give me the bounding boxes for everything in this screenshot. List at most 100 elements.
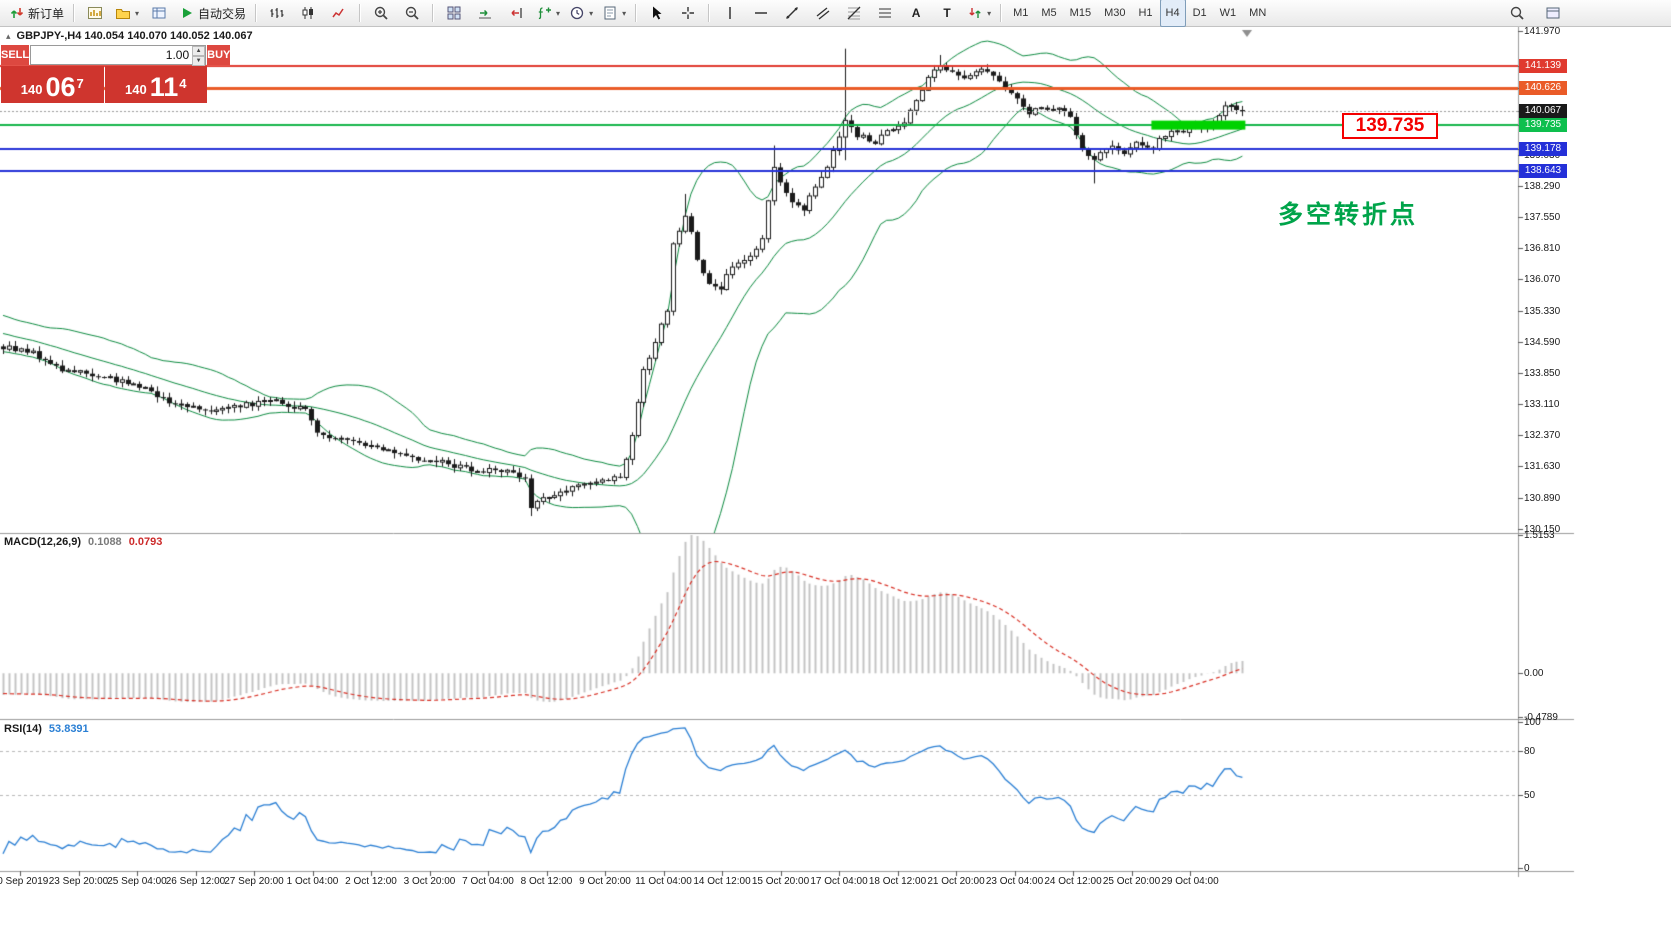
buy-price-pips: 11: [149, 72, 179, 102]
chart-canvas[interactable]: [0, 27, 1671, 951]
indicators-button[interactable]: ▾: [532, 1, 564, 25]
crosshair-icon: [682, 7, 695, 19]
line-chart-button[interactable]: [324, 1, 354, 25]
text-button[interactable]: A: [901, 1, 931, 25]
tile-windows-button[interactable]: [439, 1, 469, 25]
autotrading-button[interactable]: 自动交易: [175, 1, 250, 25]
tile-windows-icon: [447, 6, 461, 20]
timeframe-h4-button[interactable]: H4: [1159, 0, 1186, 27]
sell-button[interactable]: SELL: [1, 45, 30, 65]
new-order-icon: [10, 8, 24, 18]
turning-point-note[interactable]: 多空转折点: [1278, 201, 1419, 229]
price-axis-tag: 139.178: [1519, 142, 1567, 156]
magnifier-icon: [1510, 6, 1524, 20]
bars-icon: [270, 8, 284, 18]
toolbar-button-label: 自动交易: [198, 6, 247, 21]
time-axis-label: 20 Sep 2019: [0, 876, 49, 887]
volume-spinner: ▲ ▼: [192, 46, 206, 66]
time-axis-label: 23 Oct 04:00: [985, 876, 1044, 887]
cursor-button[interactable]: [642, 1, 672, 25]
timeframe-m15-button[interactable]: M15: [1069, 7, 1092, 19]
data-panel-button[interactable]: [1538, 1, 1568, 25]
bar-chart-button[interactable]: [262, 1, 292, 25]
buy-price-fraction: 4: [179, 76, 187, 91]
symbol-ohlc-text: GBPJPY-,H4 140.054 140.070 140.052 140.0…: [16, 30, 253, 42]
price-axis-label: 131.630: [1524, 461, 1561, 472]
time-axis-label: 9 Oct 20:00: [579, 876, 631, 887]
zoom-in-button[interactable]: [366, 1, 396, 25]
price-annotation-box[interactable]: 139.735: [1342, 113, 1438, 139]
glyph-icon: A: [911, 6, 921, 20]
multi-lines-icon: [879, 8, 892, 18]
time-axis-label: 7 Oct 04:00: [462, 876, 514, 887]
vertical-line-button[interactable]: [715, 1, 745, 25]
timeframe-w1-button[interactable]: W1: [1219, 7, 1237, 19]
volume-up-button[interactable]: ▲: [192, 46, 206, 56]
volume-input[interactable]: [31, 46, 193, 64]
timeframe-m5-button[interactable]: M5: [1041, 7, 1057, 19]
macd-axis-label: -0.4789: [1524, 712, 1558, 723]
data-window-icon: [152, 7, 166, 19]
profiles-icon: [116, 9, 131, 19]
charts-window-button[interactable]: [80, 1, 110, 25]
candlestick-chart-button[interactable]: [293, 1, 323, 25]
time-axis-label: 14 Oct 12:00: [693, 876, 751, 887]
auto-scroll-button[interactable]: [470, 1, 500, 25]
price-axis-label: 130.890: [1524, 493, 1561, 504]
chart-shift-button[interactable]: [501, 1, 531, 25]
volume-down-button[interactable]: ▼: [192, 56, 206, 66]
dropdown-caret-icon[interactable]: ▾: [987, 8, 992, 18]
volume-box: ▲ ▼: [30, 45, 207, 66]
rsi-axis-label: 80: [1524, 746, 1536, 757]
toolbar-separator: [359, 4, 362, 22]
channel-icon: [816, 7, 830, 20]
glyph-icon: T: [943, 6, 951, 20]
clock-icon: [570, 6, 584, 20]
arrows-button[interactable]: ▾: [963, 1, 995, 25]
macd-axis-label: 0.00: [1524, 668, 1544, 679]
buy-price-button[interactable]: 140 11 4: [104, 66, 207, 103]
time-axis-label: 18 Oct 12:00: [868, 876, 927, 887]
new-order-button[interactable]: 新订单: [5, 1, 68, 25]
time-axis-label: 1 Oct 04:00: [286, 876, 339, 887]
dropdown-caret-icon[interactable]: ▾: [622, 8, 627, 18]
chart-collapse-icon[interactable]: ▴: [6, 30, 11, 41]
rsi-axis-label: 100: [1524, 717, 1541, 728]
buy-button[interactable]: BUY: [207, 45, 231, 65]
timeframe-h1-button[interactable]: H1: [1138, 7, 1153, 19]
trendline-button[interactable]: [777, 1, 807, 25]
fibonacci-button[interactable]: [839, 1, 869, 25]
text-label-button[interactable]: T: [932, 1, 962, 25]
timeframe-m1-button[interactable]: M1: [1013, 7, 1029, 19]
data-window-button[interactable]: [144, 1, 174, 25]
timeframe-m30-button[interactable]: M30: [1104, 7, 1126, 19]
periods-button[interactable]: ▾: [565, 1, 597, 25]
zoom-out-icon: [405, 6, 419, 20]
zoom-out-button[interactable]: [397, 1, 427, 25]
hline-icon: [755, 12, 768, 14]
search-button[interactable]: [1502, 1, 1532, 25]
profiles-button[interactable]: ▾: [111, 1, 143, 25]
price-axis-label: 134.590: [1524, 337, 1561, 348]
horizontal-line-button[interactable]: [746, 1, 776, 25]
dropdown-caret-icon[interactable]: ▾: [556, 8, 561, 18]
timeframe-d1-button[interactable]: D1: [1192, 7, 1207, 19]
time-axis-label: 25 Oct 20:00: [1102, 876, 1161, 887]
chart-window-icon: [88, 7, 103, 19]
toolbar-separator: [1000, 4, 1003, 22]
timeframe-mn-button[interactable]: MN: [1249, 7, 1267, 19]
price-axis-tag: 140.067: [1519, 104, 1567, 118]
time-axis-label: 27 Sep 20:00: [224, 876, 284, 887]
price-axis-label: 136.070: [1524, 274, 1561, 285]
andrews-pitchfork-button[interactable]: [870, 1, 900, 25]
zoom-in-icon: [374, 6, 388, 20]
sell-price-button[interactable]: 140 06 7: [1, 66, 104, 103]
dropdown-caret-icon[interactable]: ▾: [589, 8, 594, 18]
time-axis-label: 25 Sep 04:00: [107, 876, 167, 887]
templates-button[interactable]: ▾: [598, 1, 630, 25]
equidistant-channel-button[interactable]: [808, 1, 838, 25]
macd-axis-label: 1.5153: [1524, 530, 1555, 541]
crosshair-button[interactable]: [673, 1, 703, 25]
dropdown-caret-icon[interactable]: ▾: [135, 8, 140, 18]
